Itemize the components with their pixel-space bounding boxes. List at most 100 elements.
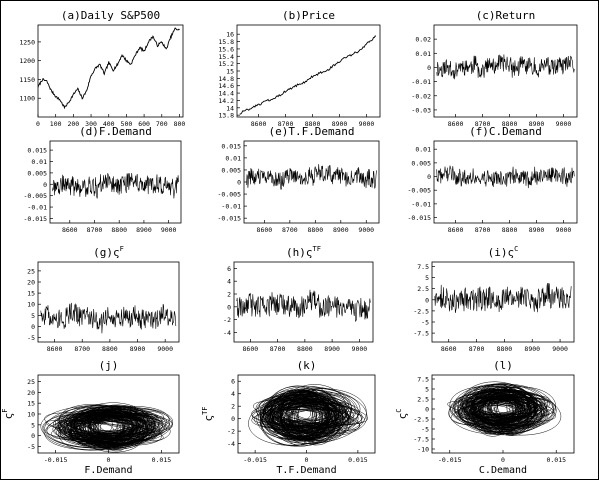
orbit-loop: [88, 416, 136, 437]
y-tick-label: -0.01: [411, 200, 431, 208]
x-tick-label: 8700: [282, 226, 298, 234]
x-tick-label: 100: [50, 120, 62, 128]
orbit-loop: [469, 398, 518, 420]
plot-data: [38, 27, 180, 110]
y-tick-label: 7.5: [417, 263, 429, 271]
plot-frame: [433, 140, 578, 224]
x-tick-label: 8800: [297, 345, 313, 353]
y-tick-label: 14.4: [218, 90, 234, 98]
orbit-loop: [270, 399, 336, 429]
orbit-loop: [63, 411, 155, 443]
x-tick-label: 8800: [497, 345, 513, 353]
y-axis-label: ςF: [1, 409, 15, 420]
plot-data: [239, 35, 377, 115]
orbit-loop: [276, 398, 323, 437]
y-tick-label: 1200: [19, 57, 35, 65]
x-tick-label: 8700: [475, 226, 491, 234]
panel-d: (d)F.Demand 8600 8700 8800 8900 9000 -0.015 -0.…: [24, 125, 182, 234]
orbit-loop: [471, 390, 536, 420]
y-tick-label: 15.6: [218, 45, 234, 53]
x-axis-label: T.F.Demand: [276, 465, 336, 476]
x-tick-label: 400: [103, 120, 115, 128]
orbit-loop: [279, 403, 312, 422]
x-tick-label: 8800: [502, 120, 518, 128]
orbit-loop: [70, 411, 143, 444]
x-tick-label: 700: [156, 120, 168, 128]
y-axis-label-superscript: C: [395, 409, 403, 413]
orbit-loop: [470, 398, 537, 418]
panel-i: (i)ςC 8600 8700 8800 8900 9000 -7.5 -5 -2.5 0 2.5 5…: [413, 245, 575, 353]
x-tick-label: 0.015: [152, 456, 172, 464]
panel-title-text: (b)Price: [282, 9, 335, 22]
y-tick-label: -0.005: [218, 191, 242, 199]
x-tick-label: 8800: [111, 226, 127, 234]
y-tick-label: 2.5: [417, 396, 429, 404]
orbit-loop: [44, 412, 148, 441]
x-axis-label: C.Demand: [479, 465, 527, 476]
x-tick-label: 8900: [333, 226, 349, 234]
panel-title-text: (c)Return: [476, 9, 536, 22]
x-tick-label: 8600: [251, 120, 267, 128]
orbit-loop: [80, 415, 141, 446]
series-line: [236, 289, 371, 322]
x-tick-label: 8800: [102, 345, 118, 353]
panel-title: (l): [493, 359, 513, 372]
y-tick-label: -0.01: [221, 203, 241, 211]
y-tick-label: 0.02: [415, 36, 431, 44]
x-tick-label: 9000: [552, 345, 568, 353]
orbit-loop: [448, 389, 544, 435]
y-tick-label: 6: [227, 265, 231, 273]
x-tick-label: 8600: [62, 226, 78, 234]
panel-title: (i)ςC: [488, 245, 519, 259]
panel-k: (k) -0.015 0 0.015 -4 -2 0 2 4 6 T.F.Demand ςTF: [201, 359, 376, 476]
y-tick-label: -7.5: [413, 436, 429, 444]
orbit-loop: [466, 390, 562, 436]
y-tick-label: 0: [237, 179, 241, 187]
x-tick-label: -0.015: [438, 456, 462, 464]
y-axis-label-superscript: F: [1, 409, 9, 413]
series-line: [436, 54, 575, 80]
x-tick-label: 8900: [332, 120, 348, 128]
x-tick-label: 8700: [270, 345, 286, 353]
orbit-loop: [268, 406, 360, 435]
y-tick-label: 5: [31, 312, 35, 320]
y-tick-label: 4: [231, 390, 235, 398]
y-tick-label: 0.005: [221, 166, 241, 174]
y-tick-label: -2.5: [413, 416, 429, 424]
panel-title-text: (g)ς: [93, 246, 120, 259]
y-tick-label: -0.03: [411, 106, 431, 114]
panel-title-superscript: F: [120, 245, 124, 253]
orbit-loop: [252, 402, 341, 426]
orbit-loop: [279, 389, 340, 436]
panel-title: (g)ςF: [93, 245, 124, 259]
x-tick-label: 0: [305, 456, 309, 464]
y-tick-label: -5: [27, 334, 35, 342]
plot-frame: [37, 261, 180, 343]
y-tick-label: 0: [31, 432, 35, 440]
x-tick-label: 8600: [441, 345, 457, 353]
x-tick-label: 8700: [74, 345, 90, 353]
y-tick-label: 1100: [19, 95, 35, 103]
x-tick-label: 8800: [305, 120, 321, 128]
y-tick-label: 5: [31, 421, 35, 429]
y-tick-label: 15.2: [218, 60, 234, 68]
panel-title-text: (d)F.Demand: [79, 125, 152, 138]
y-tick-label: 25: [27, 267, 35, 275]
y-tick-label: 13.8: [218, 112, 234, 120]
y-tick-label: 2: [231, 403, 235, 411]
plot-data: [52, 172, 179, 199]
y-tick-label: 15: [27, 290, 35, 298]
orbit-loop: [277, 401, 327, 430]
panel-title: (c)Return: [476, 9, 536, 22]
x-tick-label: 8900: [529, 120, 545, 128]
plot-frame: [233, 261, 374, 343]
y-tick-label: 14.2: [218, 97, 234, 105]
panel-c: (c)Return 8600 8700 8800 8900 9000 -0.03 -0.02 -…: [411, 9, 578, 128]
y-tick-label: -7.5: [413, 330, 429, 338]
orbit-loop: [474, 391, 535, 435]
y-tick-label: 15: [27, 400, 35, 408]
x-tick-label: 8700: [87, 226, 103, 234]
orbit-loop: [268, 396, 362, 434]
orbit-loop: [287, 389, 323, 436]
